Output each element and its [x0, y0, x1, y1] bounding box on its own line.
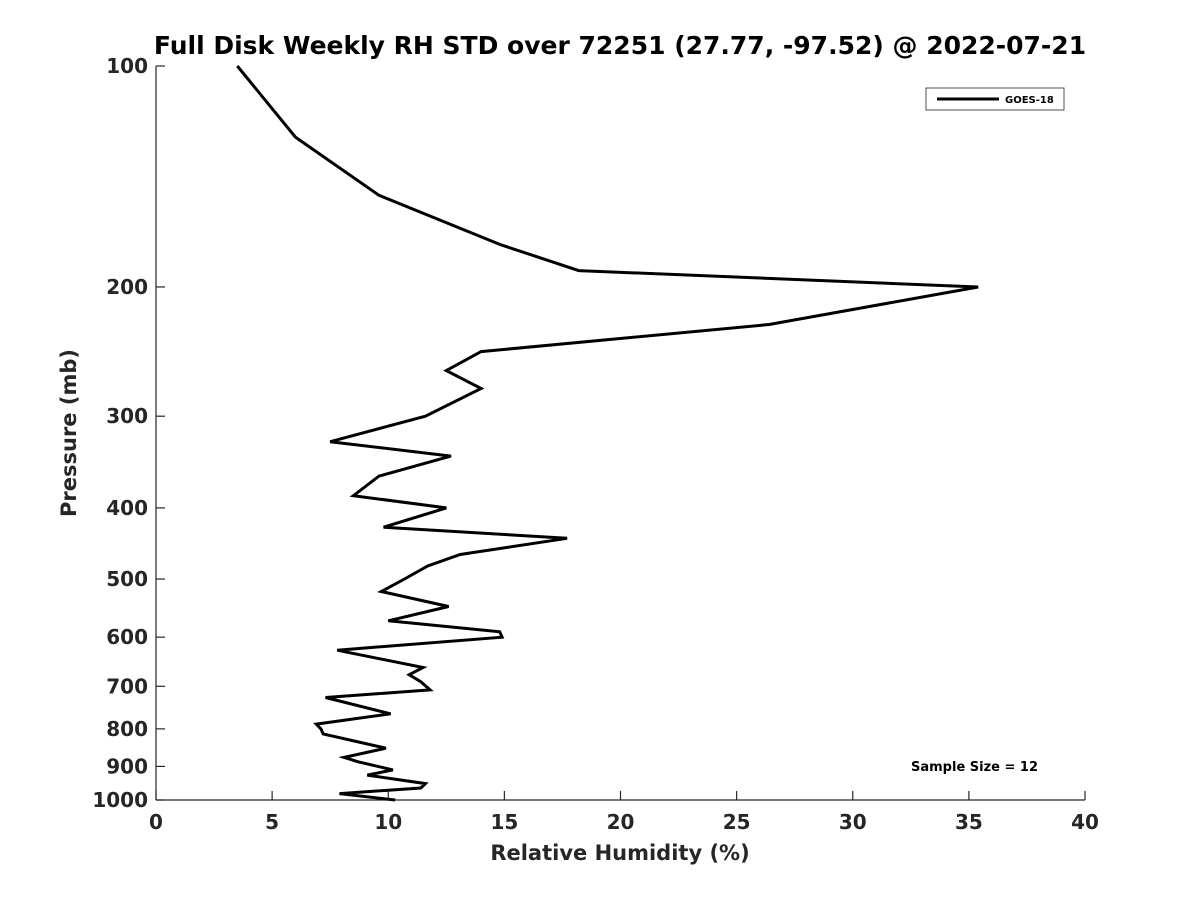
x-tick-label: 20: [607, 810, 635, 834]
y-tick-label: 500: [106, 567, 148, 591]
legend: GOES-18: [925, 87, 1065, 111]
y-tick-label: 300: [106, 404, 148, 428]
x-tick-label: 40: [1071, 810, 1099, 834]
y-ticks: 100 200 300 400 500 600 700 800 900 1000: [92, 54, 165, 812]
y-tick-label: 200: [106, 275, 148, 299]
y-tick-label: 100: [106, 54, 148, 78]
x-ticks: 0 5 10 15 20 25 30 35 40: [149, 791, 1099, 834]
series-layer: [236, 65, 979, 802]
sample-size-annotation: Sample Size = 12: [911, 760, 1038, 775]
y-tick-label: 800: [106, 717, 148, 741]
y-axis-label: Pressure (mb): [57, 349, 81, 517]
x-tick-label: 15: [490, 810, 518, 834]
x-tick-label: 10: [374, 810, 402, 834]
y-tick-label: 1000: [92, 788, 148, 812]
y-tick-label: 400: [106, 496, 148, 520]
x-tick-label: 30: [839, 810, 867, 834]
x-tick-label: 0: [149, 810, 163, 834]
y-tick-label: 700: [106, 674, 148, 698]
x-tick-label: 5: [265, 810, 279, 834]
x-tick-label: 35: [955, 810, 983, 834]
chart-title: Full Disk Weekly RH STD over 72251 (27.7…: [154, 31, 1086, 60]
x-tick-label: 25: [723, 810, 751, 834]
series-line-goes-18: [236, 65, 979, 802]
x-axis-label: Relative Humidity (%): [490, 841, 749, 865]
legend-label: GOES-18: [1005, 95, 1054, 106]
y-tick-label: 900: [106, 754, 148, 778]
y-tick-label: 600: [106, 625, 148, 649]
